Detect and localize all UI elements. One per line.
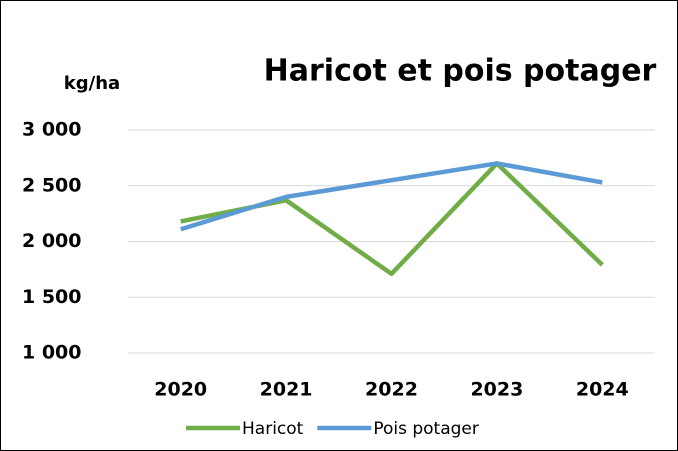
x-tick-label: 2022: [365, 379, 418, 401]
x-tick-label: 2020: [154, 379, 207, 401]
y-tick-label: 1 500: [22, 286, 82, 308]
x-tick-label: 2023: [470, 379, 523, 401]
legend-label: Haricot: [242, 419, 304, 439]
y-axis-label: kg/ha: [64, 73, 120, 94]
legend-label: Pois potager: [373, 419, 479, 439]
x-tick-label: 2021: [260, 379, 313, 401]
x-tick-label: 2024: [576, 379, 629, 401]
y-tick-label: 3 000: [22, 119, 82, 141]
y-tick-label: 2 500: [22, 174, 82, 196]
y-tick-label: 1 000: [22, 342, 82, 364]
y-tick-label: 2 000: [22, 230, 82, 252]
chart-title: Haricot et pois potager: [264, 54, 657, 89]
line-series: [180, 161, 603, 232]
